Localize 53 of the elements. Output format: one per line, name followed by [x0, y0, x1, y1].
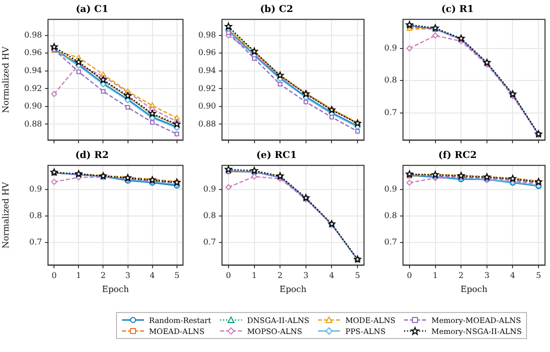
x-tick-label: 0 [406, 271, 412, 280]
x-tick-label: 4 [329, 271, 334, 280]
y-tick-label: 0.94 [24, 66, 42, 75]
chart-title: (d) R2 [75, 150, 109, 162]
x-axis-title: Epoch [460, 285, 488, 296]
y-tick-label: 0.96 [198, 48, 216, 58]
y-tick-label: 0.8 [29, 211, 42, 220]
y-tick-label: 0.7 [384, 238, 397, 247]
y-tick-label: 0.9 [203, 184, 216, 194]
x-tick-label: 0 [52, 271, 57, 280]
x-tick-label: 1 [252, 271, 257, 280]
y-tick-label: 0.98 [198, 30, 216, 40]
x-tick-label: 3 [125, 271, 130, 280]
y-tick-label: 0.7 [203, 238, 216, 247]
y-tick-label: 0.96 [24, 48, 42, 58]
y-tick-label: 0.8 [203, 211, 216, 220]
y-tick-label: 0.9 [384, 184, 397, 194]
chart-title: (b) C2 [260, 4, 294, 16]
chart-title: (a) C1 [76, 4, 108, 16]
x-tick-label: 5 [355, 271, 360, 280]
y-axis-title: Normalized HV [1, 181, 12, 248]
y-tick-label: 0.98 [24, 30, 42, 40]
y-axis-title: Normalized HV [1, 46, 12, 113]
x-tick-label: 1 [76, 271, 82, 280]
y-tick-label: 0.88 [198, 119, 216, 128]
x-tick-label: 4 [150, 271, 155, 280]
x-tick-label: 3 [484, 271, 490, 280]
y-tick-label: 0.94 [198, 66, 216, 75]
x-axis-title: Epoch [102, 285, 130, 296]
x-tick-label: 2 [100, 271, 106, 280]
x-tick-label: 0 [226, 271, 231, 280]
x-tick-label: 5 [174, 271, 180, 280]
x-tick-label: 2 [458, 271, 464, 280]
y-tick-label: 0.90 [198, 102, 216, 111]
chart-title: (f) RC2 [438, 150, 477, 162]
y-tick-label: 0.9 [29, 184, 42, 194]
y-tick-label: 0.7 [29, 238, 42, 247]
x-tick-label: 4 [510, 271, 516, 280]
x-axis-title: Epoch [280, 285, 308, 296]
x-tick-label: 5 [536, 271, 542, 280]
chart-title: (e) RC1 [256, 150, 297, 162]
y-tick-label: 0.90 [24, 102, 42, 111]
y-tick-label: 0.8 [384, 211, 397, 220]
x-tick-label: 1 [432, 271, 438, 280]
chart-title: (c) R1 [441, 4, 474, 16]
x-tick-label: 2 [278, 271, 283, 280]
y-tick-label: 0.9 [384, 43, 397, 52]
y-tick-label: 0.8 [384, 76, 397, 85]
x-tick-label: 3 [303, 271, 308, 280]
y-tick-label: 0.7 [384, 108, 397, 117]
y-tick-label: 0.88 [24, 119, 42, 128]
y-tick-label: 0.92 [198, 84, 216, 93]
y-tick-label: 0.92 [24, 84, 42, 93]
